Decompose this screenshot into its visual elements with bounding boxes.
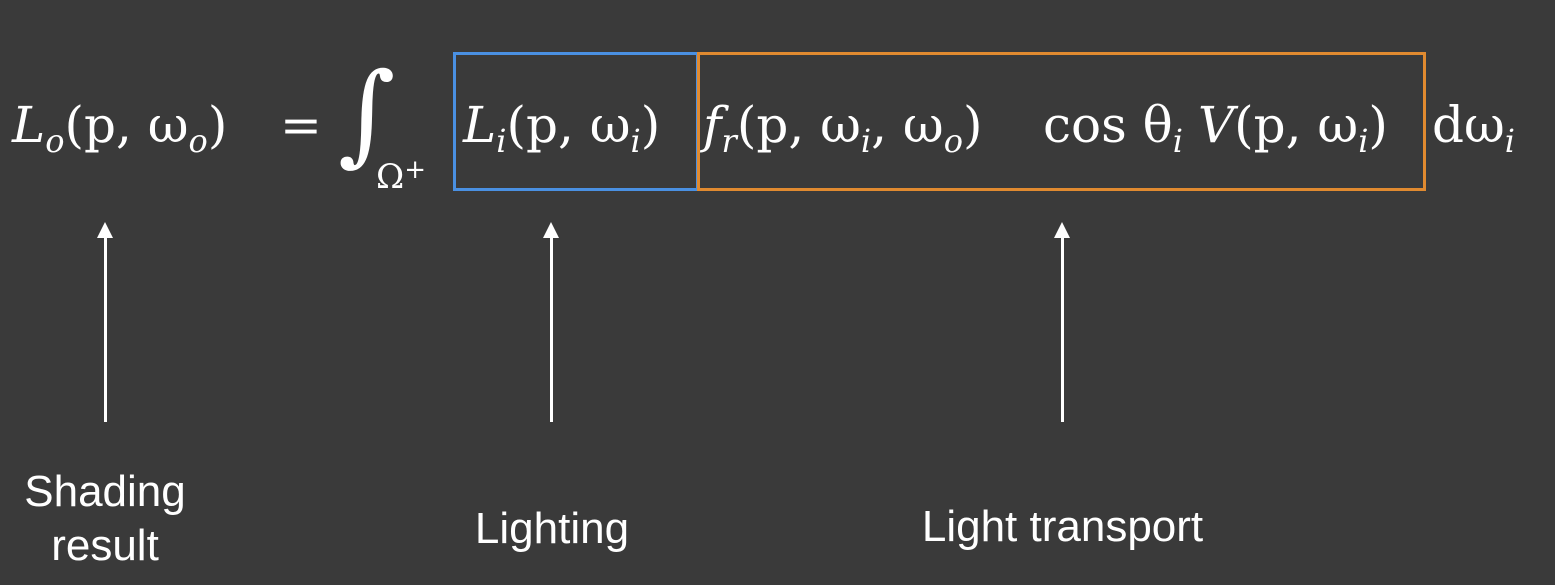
light-transport-caption: Light transport (880, 500, 1245, 554)
shading-result-caption: Shading result (5, 465, 205, 572)
visibility-args-subscript: i (1358, 122, 1369, 160)
integral-domain: Ω+ (376, 157, 426, 197)
lighting-caption: Lighting (452, 502, 652, 556)
lighting-term: Li(p, ωi) (463, 100, 660, 157)
differential-term: dωi (1432, 100, 1515, 157)
brdf-symbol: f (703, 96, 722, 154)
brdf-close: ) (962, 96, 983, 154)
visibility-term: V(p, ωi) (1198, 100, 1388, 157)
lhs-symbol: L (12, 96, 46, 154)
cosine-term: cos θi (1043, 100, 1183, 157)
lighting-arrow-icon (543, 222, 559, 422)
shading-caption-line2: result (51, 520, 159, 570)
lighting-close: ) (640, 96, 661, 154)
equals-sign: = (280, 100, 322, 150)
cos-text: cos θ (1043, 96, 1173, 154)
differential-subscript: i (1504, 122, 1516, 160)
visibility-close: ) (1368, 96, 1388, 154)
lhs-args-subscript: o (188, 122, 208, 160)
visibility-symbol: V (1198, 96, 1235, 154)
transport-arrow-icon (1054, 222, 1070, 422)
light-transport-term: fr(p, ωi, ωo) (703, 100, 982, 157)
lighting-subscript: i (496, 122, 507, 160)
shading-caption-line1: Shading (24, 467, 186, 516)
cos-subscript: i (1172, 122, 1183, 160)
shading-arrow-icon (97, 222, 113, 422)
lhs-args: (p, ω (64, 96, 189, 154)
lighting-caption-text: Lighting (474, 504, 630, 553)
shading-result-term: Lo(p, ωo) (12, 100, 227, 157)
lighting-args: (p, ω (506, 96, 631, 154)
differential-text: dω (1432, 96, 1505, 154)
brdf-args: (p, ω (736, 96, 861, 154)
brdf-args-mid: , ω (871, 96, 944, 154)
brdf-args-subscript-1: i (860, 122, 872, 160)
visibility-args: (p, ω (1234, 96, 1359, 154)
brdf-args-subscript-2: o (943, 122, 963, 160)
domain-symbol: Ω (376, 157, 405, 197)
equals-text: = (280, 96, 322, 154)
domain-superscript: + (404, 155, 426, 185)
light-transport-highlight-box (697, 52, 1426, 191)
lhs-close: ) (207, 96, 228, 154)
integral-sign: ∫ (338, 58, 395, 168)
lighting-args-subscript: i (630, 122, 641, 160)
lhs-subscript: o (45, 122, 65, 160)
brdf-subscript: r (721, 122, 737, 160)
lighting-symbol: L (463, 96, 497, 154)
transport-caption-text: Light transport (921, 502, 1204, 551)
integral-glyph: ∫ (338, 49, 396, 177)
